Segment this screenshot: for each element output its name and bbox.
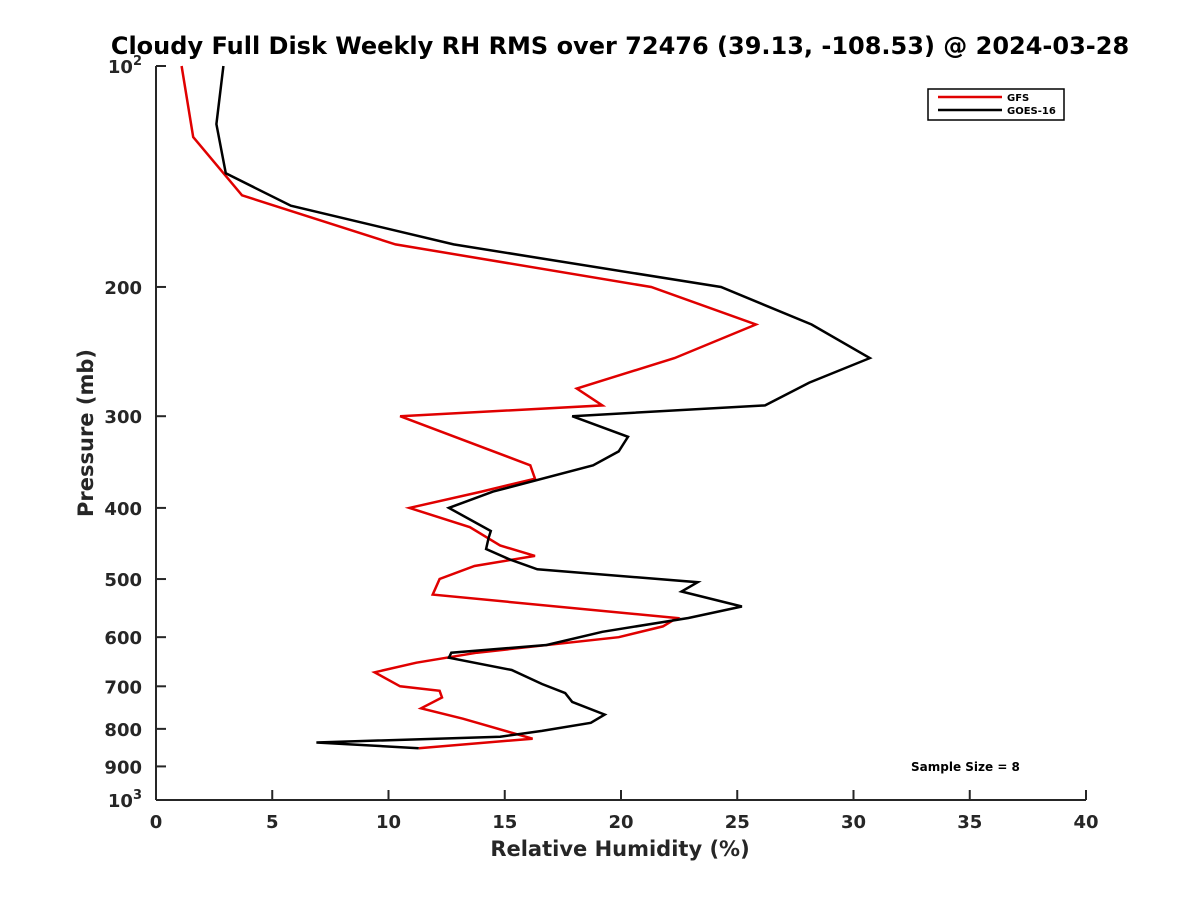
series-line-gfs [180,65,760,750]
legend-label-gfs: GFS [1007,93,1029,104]
y-tick-label: 400 [104,499,142,520]
y-tick-label: 800 [104,720,142,741]
x-tick-label: 40 [1073,812,1098,833]
y-tick-label: 900 [104,757,142,778]
legend-box [927,88,1065,121]
x-axis-label: Relative Humidity (%) [490,837,749,861]
axes: 0 5 10 15 20 25 30 35 40 102 200 300 400 500 600 700 800… [104,54,1098,833]
plot-lines [180,65,873,750]
sample-size-annotation: Sample Size = 8 [911,760,1020,774]
y-axis-label: Pressure (mb) [74,349,98,517]
y-tick-label: 700 [104,677,142,698]
chart-title: Cloudy Full Disk Weekly RH RMS over 7247… [111,32,1129,60]
x-tick-label: 15 [492,812,517,833]
legend: GFS GOES-16 [927,88,1065,121]
y-tick-label: 103 [108,788,142,812]
y-tick-label: 500 [104,570,142,591]
x-tick-label: 30 [841,812,866,833]
x-tick-label: 0 [150,812,163,833]
x-tick-label: 25 [725,812,750,833]
y-tick-label: 200 [104,278,142,299]
legend-label-goes-16: GOES-16 [1007,106,1056,117]
x-tick-label: 35 [957,812,982,833]
x-tick-label: 20 [608,812,633,833]
y-tick-label: 300 [104,407,142,428]
series-line-goes-16 [215,65,873,750]
x-tick-label: 5 [266,812,279,833]
y-tick-label: 102 [108,54,142,78]
y-tick-label: 600 [104,628,142,649]
x-tick-label: 10 [376,812,401,833]
